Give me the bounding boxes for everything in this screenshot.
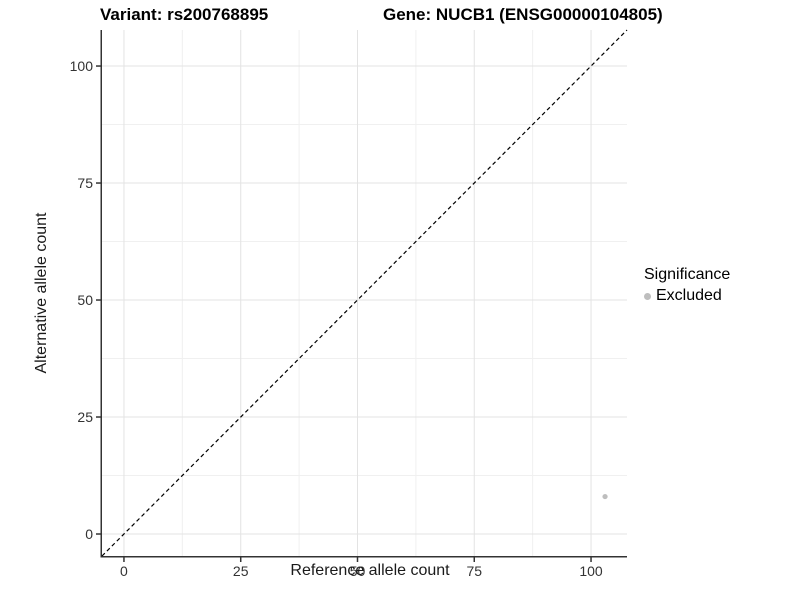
x-tick-label: 75 xyxy=(466,563,482,579)
plot-title-variant: Variant: rs200768895 xyxy=(100,5,269,24)
x-axis-label: Reference allele count xyxy=(290,562,450,579)
y-tick-label: 75 xyxy=(77,175,93,191)
y-tick-label: 100 xyxy=(70,58,94,74)
legend-item-label: Excluded xyxy=(656,287,722,304)
legend: Significance Excluded xyxy=(644,266,730,305)
legend-title: Significance xyxy=(644,266,731,283)
legend-item: Excluded xyxy=(644,287,730,305)
y-tick-label: 0 xyxy=(85,526,93,542)
y-tick-label: 25 xyxy=(77,409,93,425)
y-tick-label: 50 xyxy=(77,292,93,308)
x-tick-label: 100 xyxy=(579,563,603,579)
x-tick-label: 0 xyxy=(120,563,128,579)
legend-items: Excluded xyxy=(644,287,730,305)
x-tick-label: 25 xyxy=(233,563,249,579)
y-axis-label: Alternative allele count xyxy=(33,212,50,374)
identity-dashed-line xyxy=(101,29,628,557)
plot-title-gene: Gene: NUCB1 (ENSG00000104805) xyxy=(383,5,663,24)
legend-key-dot-icon xyxy=(644,292,651,300)
x-tick-label: 50 xyxy=(350,563,366,579)
data-point xyxy=(602,493,608,500)
